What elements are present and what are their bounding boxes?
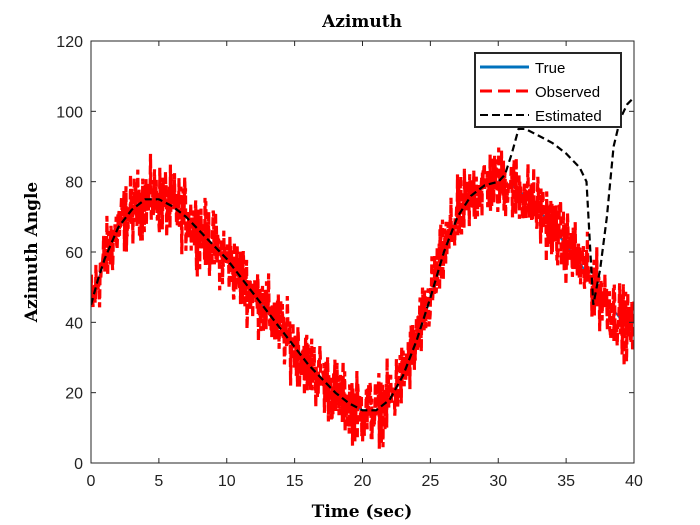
x-tick-label: 5 bbox=[154, 473, 163, 490]
legend-true-label: True bbox=[535, 60, 565, 77]
x-tick-label: 15 bbox=[286, 473, 304, 490]
ticks-layer: 0 5 10 15 20 25 30 35 40 0 20 40 60 80 100 120 bbox=[56, 34, 643, 490]
x-axis-label: Time (sec) bbox=[312, 502, 413, 522]
x-tick-label: 40 bbox=[625, 473, 643, 490]
y-tick-label: 120 bbox=[56, 34, 83, 51]
chart-title: Azimuth bbox=[321, 12, 402, 32]
y-tick-label: 0 bbox=[74, 456, 83, 473]
x-tick-label: 30 bbox=[489, 473, 507, 490]
series-layer bbox=[91, 96, 634, 449]
x-tick-label: 25 bbox=[421, 473, 439, 490]
legend: True Observed Estimated bbox=[474, 52, 622, 128]
series-observed-line bbox=[91, 147, 634, 449]
y-tick-label: 20 bbox=[65, 386, 83, 403]
y-tick-label: 100 bbox=[56, 104, 83, 121]
series-estimated-line bbox=[91, 96, 634, 412]
legend-observed-label: Observed bbox=[535, 84, 600, 101]
x-tick-label: 0 bbox=[87, 473, 96, 490]
y-axis-label: Azimuth Angle bbox=[22, 182, 42, 324]
x-tick-label: 35 bbox=[557, 473, 575, 490]
y-tick-label: 40 bbox=[65, 315, 83, 332]
x-tick-label: 10 bbox=[218, 473, 236, 490]
y-tick-label: 80 bbox=[65, 175, 83, 192]
x-tick-label: 20 bbox=[354, 473, 372, 490]
y-tick-label: 60 bbox=[65, 245, 83, 262]
legend-estimated-label: Estimated bbox=[535, 108, 602, 125]
